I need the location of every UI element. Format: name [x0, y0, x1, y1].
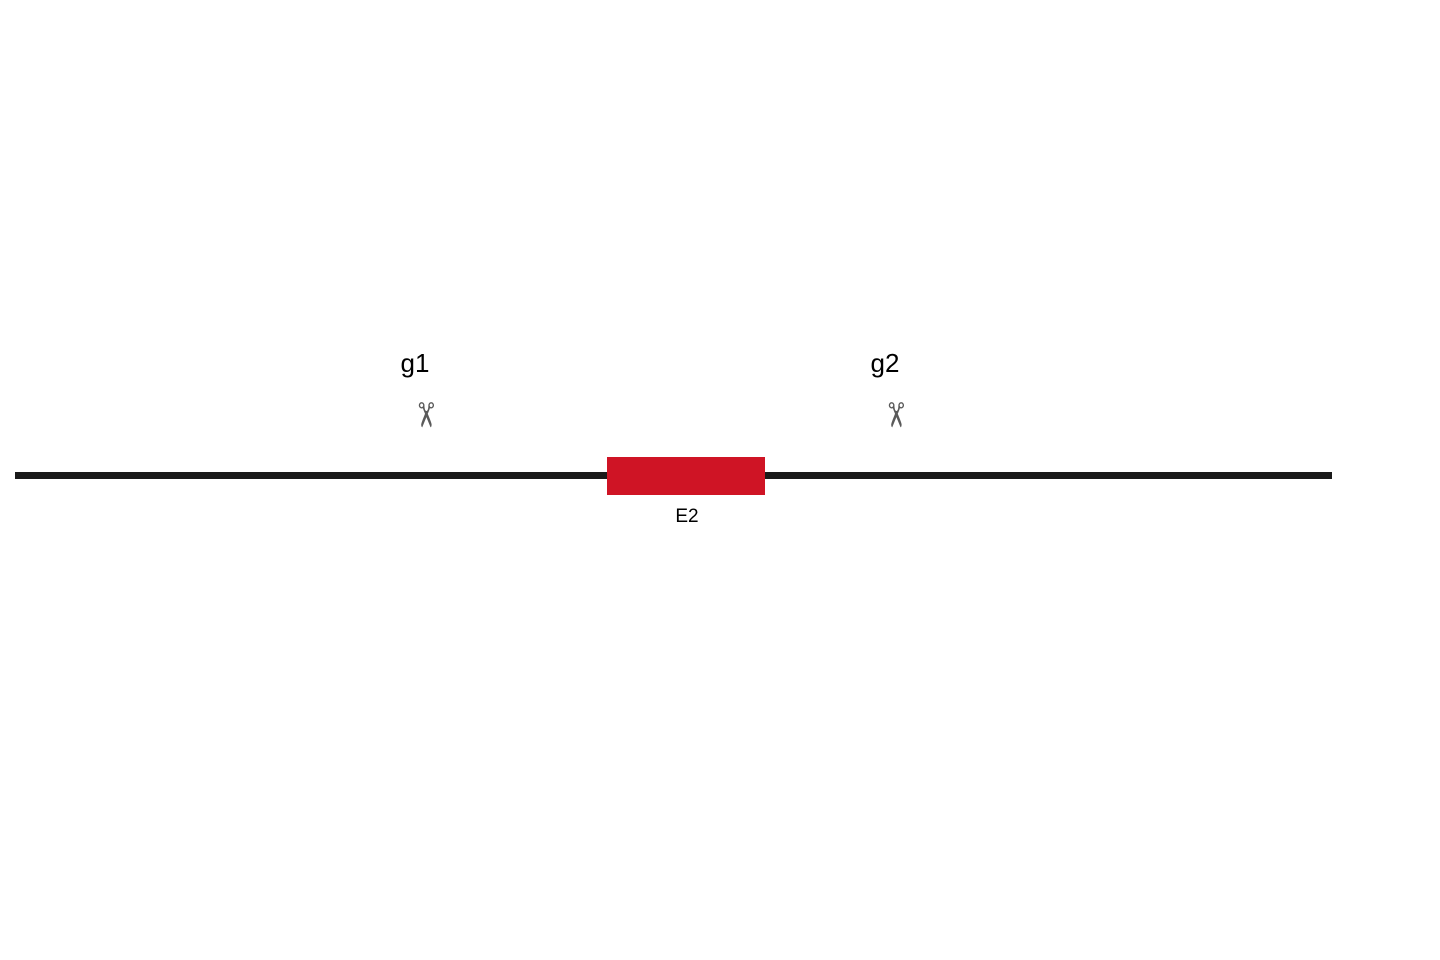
exon-box-e2: [607, 457, 765, 495]
exon-label: E2: [637, 506, 737, 528]
scissors-icon: ✂: [878, 398, 912, 432]
guide-label-g2: g2: [835, 348, 935, 379]
guide-label-g1: g1: [365, 348, 465, 379]
diagram-canvas: E2 g1 ✂ g2 ✂: [0, 0, 1440, 960]
scissors-icon: ✂: [408, 398, 442, 432]
